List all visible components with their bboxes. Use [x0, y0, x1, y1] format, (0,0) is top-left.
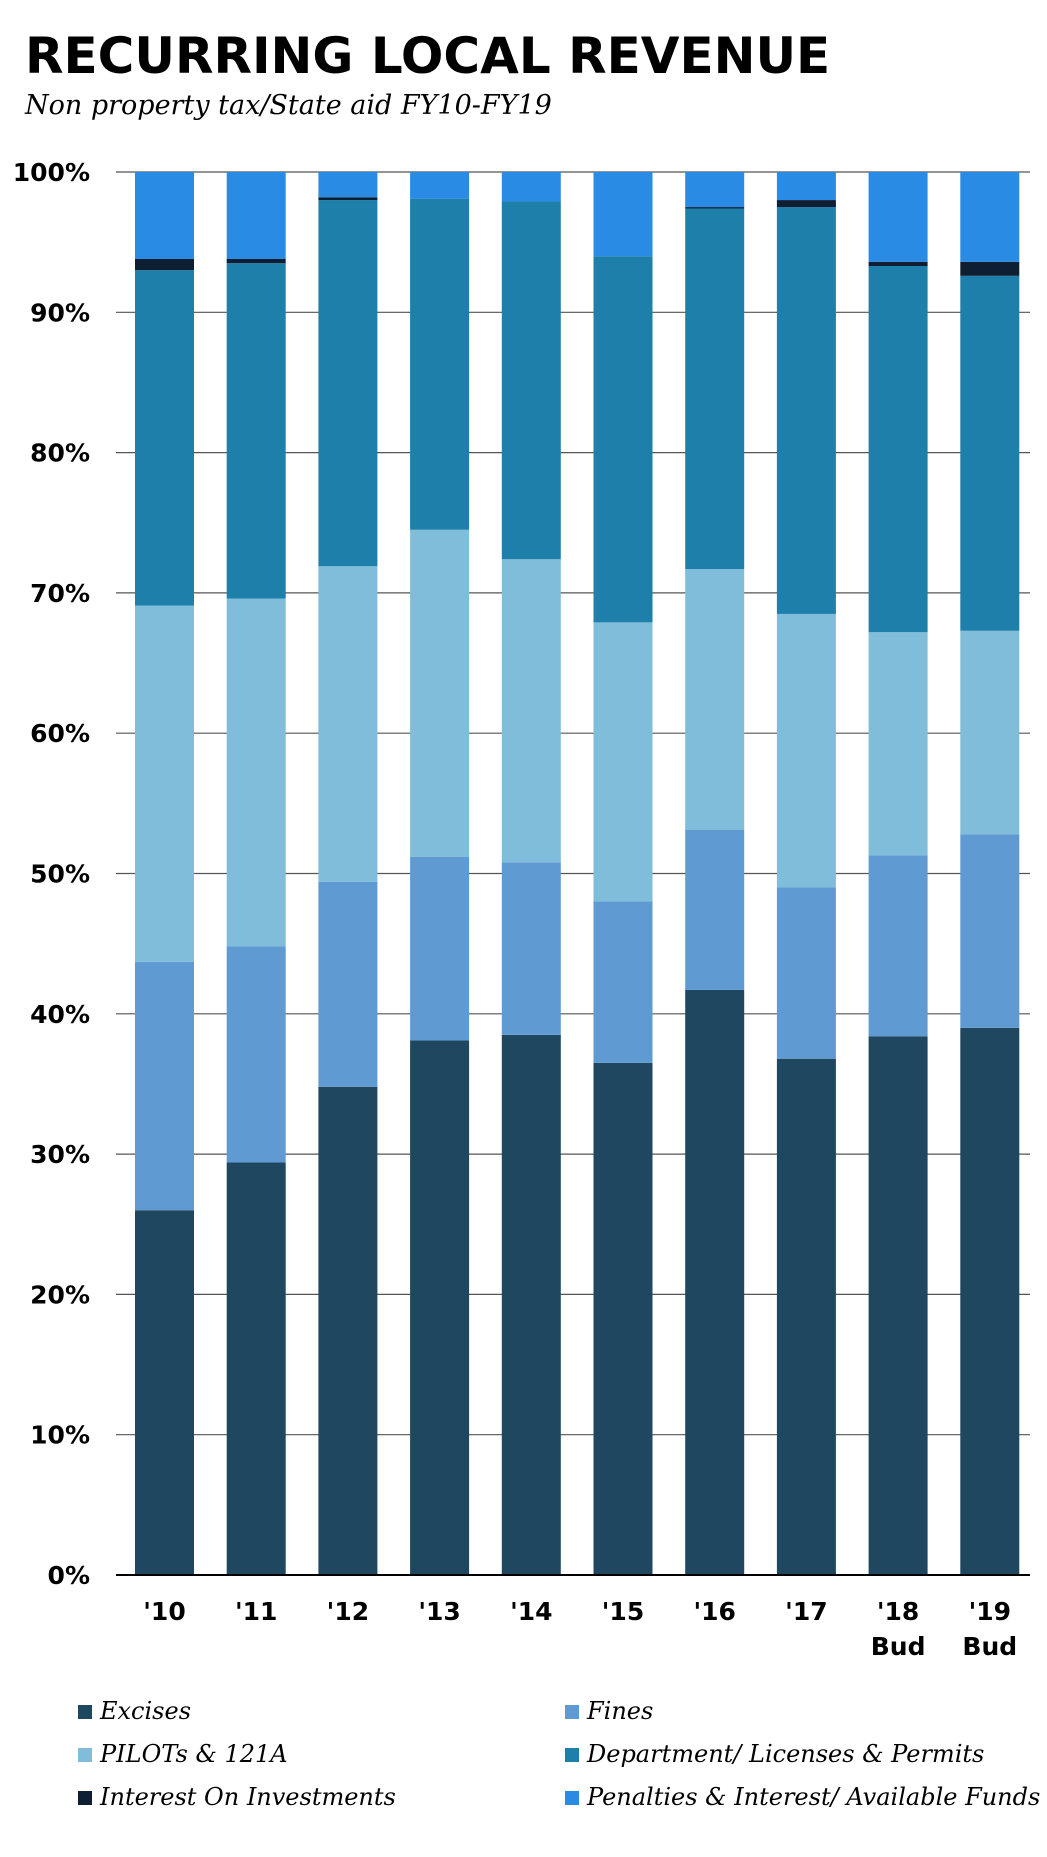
bar-segment	[501, 201, 561, 560]
bar-segment	[501, 172, 561, 202]
x-tick-label: '12	[327, 1597, 369, 1626]
bar-segment	[593, 1062, 653, 1575]
bars	[135, 172, 1020, 1575]
bar-segment	[776, 1058, 836, 1575]
chart-subtitle: Non property tax/State aid FY10-FY19	[24, 90, 552, 121]
bar-segment	[776, 887, 836, 1059]
bar-segment	[226, 258, 286, 264]
bar-segment	[868, 266, 928, 633]
bar-segment	[410, 856, 470, 1041]
y-tick-label: 30%	[30, 1140, 90, 1169]
bar-segment	[685, 569, 745, 831]
bar-segment	[960, 630, 1020, 835]
y-tick-label: 90%	[30, 298, 90, 327]
legend-swatch	[78, 1791, 92, 1805]
legend-swatch	[565, 1748, 579, 1762]
bar-segment	[776, 200, 836, 208]
axes: 0% 10% 20% 30% 40% 50% 60% 70% 80% 90% 100% '10 '11 '…	[13, 158, 1030, 1661]
bar-segment	[226, 172, 286, 259]
bar-segment	[868, 172, 928, 262]
x-tick-label: '19 Bud	[962, 1597, 1017, 1661]
bar-segment	[868, 855, 928, 1037]
bar-segment	[318, 172, 378, 198]
chart-title: RECURRING LOCAL REVENUE	[25, 27, 830, 85]
bar-segment	[776, 172, 836, 201]
y-tick-label: 40%	[30, 1000, 90, 1029]
y-tick-label: 80%	[30, 439, 90, 468]
y-tick-label: 20%	[30, 1280, 90, 1309]
legend-label: Penalties & Interest/ Available Funds	[586, 1783, 1040, 1811]
bar-segment	[960, 834, 1020, 1028]
bar-segment	[226, 598, 286, 947]
x-tick-label: '11	[235, 1597, 277, 1626]
bar-segment	[685, 208, 745, 570]
legend-label: Department/ Licenses & Permits	[586, 1740, 984, 1768]
legend-label: Excises	[99, 1697, 191, 1725]
y-tick-label: 70%	[30, 579, 90, 608]
bar-segment	[318, 1086, 378, 1575]
legend-label: Fines	[586, 1697, 653, 1725]
legend-swatch	[565, 1791, 579, 1805]
x-tick-label: '17	[785, 1597, 827, 1626]
bar-segment	[776, 613, 836, 888]
legend-swatch	[78, 1705, 92, 1719]
bar-segment	[960, 275, 1020, 631]
x-tick-label: '16	[693, 1597, 735, 1626]
bar-segment	[501, 1034, 561, 1575]
bar-segment	[135, 961, 194, 1211]
bar-segment	[135, 172, 194, 259]
bar-segment	[226, 263, 286, 599]
x-tick-label: '15	[602, 1597, 644, 1626]
bar-segment	[226, 1162, 286, 1575]
legend: Excises Fines PILOTs & 121A Department/ Lic…	[78, 1697, 1040, 1811]
bar-segment	[410, 198, 470, 530]
bar-segment	[135, 270, 194, 606]
bar-segment	[868, 261, 928, 267]
y-tick-label: 50%	[30, 860, 90, 889]
bar-segment	[685, 989, 745, 1575]
bar-segment	[593, 622, 653, 902]
bar-segment	[135, 1210, 194, 1575]
y-tick-label: 10%	[30, 1421, 90, 1450]
bar-segment	[960, 1027, 1020, 1575]
bar-segment	[776, 207, 836, 614]
bar-segment	[135, 258, 194, 271]
bar-segment	[868, 1036, 928, 1575]
bar-segment	[593, 256, 653, 623]
bar-segment	[226, 946, 286, 1163]
bar-segment	[135, 605, 194, 962]
bar-segment	[410, 1040, 470, 1575]
y-tick-label: 60%	[30, 719, 90, 748]
bar-segment	[685, 207, 745, 209]
bar-segment	[410, 172, 470, 199]
bar-segment	[960, 172, 1020, 262]
x-tick-label: '18 Bud	[871, 1597, 926, 1661]
legend-label: PILOTs & 121A	[99, 1740, 288, 1768]
y-tick-label: 100%	[13, 158, 90, 187]
x-tick-label: '13	[418, 1597, 460, 1626]
bar-segment	[593, 901, 653, 1063]
bar-segment	[868, 632, 928, 856]
bar-segment	[501, 559, 561, 863]
legend-swatch	[78, 1748, 92, 1762]
bar-segment	[685, 172, 745, 208]
bar-segment	[318, 566, 378, 882]
bar-segment	[410, 529, 470, 857]
bar-segment	[501, 862, 561, 1035]
legend-label: Interest On Investments	[99, 1783, 396, 1811]
x-tick-label: '10	[143, 1597, 185, 1626]
bar-segment	[318, 197, 378, 201]
y-tick-label: 0%	[48, 1561, 90, 1590]
bar-segment	[593, 172, 653, 257]
legend-swatch	[565, 1705, 579, 1719]
bar-segment	[318, 200, 378, 567]
x-tick-label: '14	[510, 1597, 552, 1626]
bar-segment	[685, 830, 745, 990]
bar-segment	[960, 261, 1020, 276]
bar-segment	[318, 881, 378, 1087]
